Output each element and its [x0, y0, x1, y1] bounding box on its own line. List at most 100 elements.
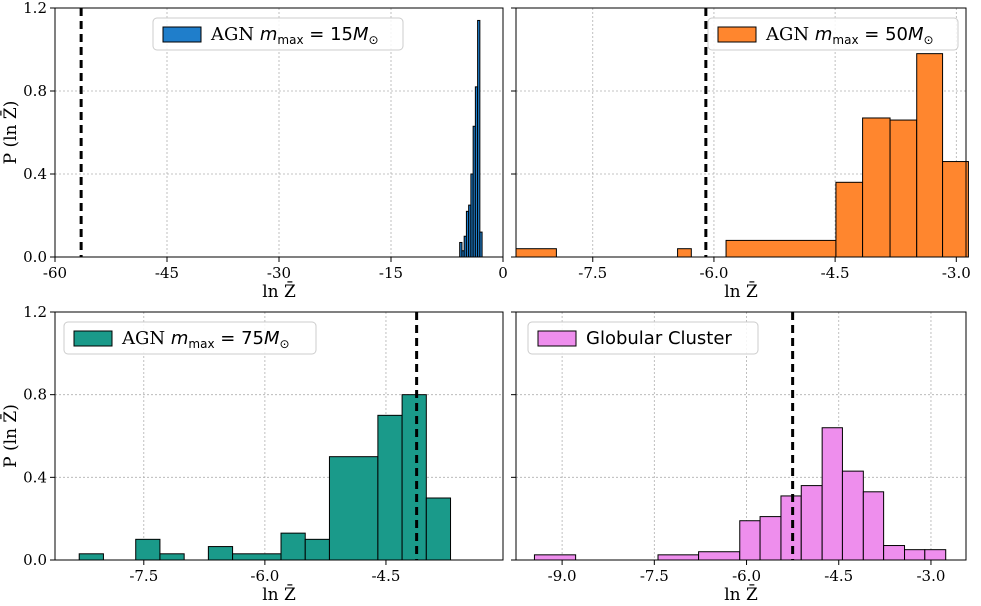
legend: AGN mmax = 75M⊙ — [63, 321, 317, 355]
legend-var: m — [171, 328, 189, 349]
legend-var: m — [260, 24, 278, 45]
legend-swatch — [537, 330, 577, 347]
legend-swatch — [717, 26, 757, 43]
legend-prefix: AGN — [210, 24, 260, 45]
histogram-bar — [821, 427, 843, 561]
legend-sub: max — [277, 33, 303, 47]
histogram-bar — [677, 248, 692, 258]
x-tick-label: -6.0 — [732, 567, 761, 585]
legend-label: AGN mmax = 75M⊙ — [121, 328, 290, 351]
x-tick-label: -60 — [43, 264, 67, 282]
legend: AGN mmax = 15M⊙ — [152, 17, 404, 51]
legend-unit: M — [264, 328, 280, 349]
x-tick-label: -6.0 — [699, 264, 728, 282]
legend-sub: max — [188, 337, 214, 351]
histogram-bar — [862, 491, 885, 561]
histogram-bar — [78, 553, 104, 561]
x-axis-label: ln Z̄ — [262, 280, 296, 302]
x-axis-label: ln Z̄ — [724, 280, 758, 302]
legend-unit-sub: ⊙ — [924, 33, 934, 47]
histogram-bar — [835, 181, 864, 258]
histogram-bar — [725, 239, 837, 258]
axes-frame — [515, 7, 967, 258]
histogram-bar — [657, 554, 700, 561]
x-tick-label: 0 — [498, 264, 508, 282]
histogram-bar — [942, 161, 969, 258]
x-tick-label: -6.0 — [250, 567, 279, 585]
histogram-bar — [739, 520, 761, 561]
legend: AGN mmax = 50M⊙ — [707, 17, 959, 51]
legend-unit: M — [908, 24, 924, 45]
x-tick-label: -7.5 — [129, 567, 158, 585]
legend-eq: = 50 — [859, 24, 908, 45]
x-tick-label: -3.0 — [916, 567, 945, 585]
panel-agn-50: -7.5 -6.0 -4.5 -3.0 ln Z̄ AGN mmax = 50M⊙ — [511, 7, 971, 302]
histogram-bar — [862, 117, 891, 258]
histogram-bar — [698, 551, 741, 561]
histogram-bar — [889, 119, 918, 258]
x-tick-label: -4.5 — [821, 264, 850, 282]
histogram-bar — [916, 53, 944, 258]
x-axis-label: ln Z̄ — [262, 583, 296, 605]
legend-box — [527, 321, 759, 355]
histogram-bar — [841, 470, 864, 561]
histogram-bar — [304, 538, 330, 561]
histogram-bar — [515, 248, 557, 258]
legend-prefix: AGN — [765, 24, 815, 45]
y-axis-label: P (ln Z̄) — [0, 404, 21, 468]
histogram-bar — [159, 553, 185, 561]
legend-eq: = 15 — [304, 24, 353, 45]
legend-unit-sub: ⊙ — [280, 337, 290, 351]
histogram-bar — [924, 549, 947, 561]
histogram-bar — [328, 456, 379, 561]
legend: Globular Cluster — [527, 321, 759, 355]
x-tick-label: -4.5 — [371, 567, 400, 585]
y-tick-label: 0.8 — [23, 82, 47, 100]
legend-unit: M — [353, 24, 369, 45]
x-tick-label: -3.0 — [942, 264, 971, 282]
y-tick-label: 0.0 — [23, 551, 47, 569]
legend-box — [63, 321, 317, 355]
legend-label: Globular Cluster — [586, 328, 732, 349]
histogram-bar — [883, 545, 906, 561]
panel-globular-cluster: -9.0 -7.5 -6.0 -4.5 -3.0 ln Z̄ Globular Cluste… — [511, 311, 967, 605]
x-tick-label: -15 — [379, 264, 403, 282]
histogram-bar — [904, 549, 926, 561]
histogram-bar — [401, 394, 427, 561]
y-tick-label: 1.2 — [23, 0, 47, 17]
legend-eq: = 75 — [215, 328, 264, 349]
y-tick-label: 0.0 — [23, 248, 47, 266]
legend-box — [707, 17, 959, 51]
legend-label: AGN mmax = 50M⊙ — [765, 24, 934, 47]
histogram-bar — [425, 497, 452, 561]
x-axis-label: ln Z̄ — [724, 583, 758, 605]
y-tick-label: 1.2 — [23, 303, 47, 321]
legend-swatch — [73, 330, 113, 347]
y-axis-label: P (ln Z̄) — [0, 101, 21, 165]
panel-agn-75: -7.5 -6.0 -4.5 0.0 0.4 0.8 1.2 ln Z̄ P (ln Z̄) AG… — [0, 303, 504, 605]
y-tick-label: 0.8 — [23, 386, 47, 404]
x-tick-label: -7.5 — [578, 264, 607, 282]
histogram-bar — [377, 414, 403, 561]
x-tick-label: -30 — [267, 264, 291, 282]
x-tick-label: -4.5 — [824, 567, 853, 585]
histogram-bar — [232, 553, 282, 561]
histogram-bar — [135, 538, 161, 561]
axes-frame — [515, 311, 967, 561]
histogram-bar — [477, 19, 481, 258]
legend-box — [152, 17, 404, 51]
histogram-bar — [533, 554, 577, 561]
x-tick-label: -45 — [155, 264, 179, 282]
histogram-bar — [479, 231, 483, 258]
legend-swatch — [162, 26, 202, 43]
axes-frame — [54, 311, 504, 561]
histogram-bar — [280, 532, 306, 561]
legend-prefix: AGN — [121, 328, 171, 349]
legend-unit-sub: ⊙ — [369, 33, 379, 47]
legend-sub: max — [832, 33, 858, 47]
histogram-bar — [780, 495, 802, 561]
histogram-bar — [800, 485, 823, 561]
x-tick-label: -9.0 — [548, 567, 577, 585]
legend-label: AGN mmax = 15M⊙ — [210, 24, 379, 47]
